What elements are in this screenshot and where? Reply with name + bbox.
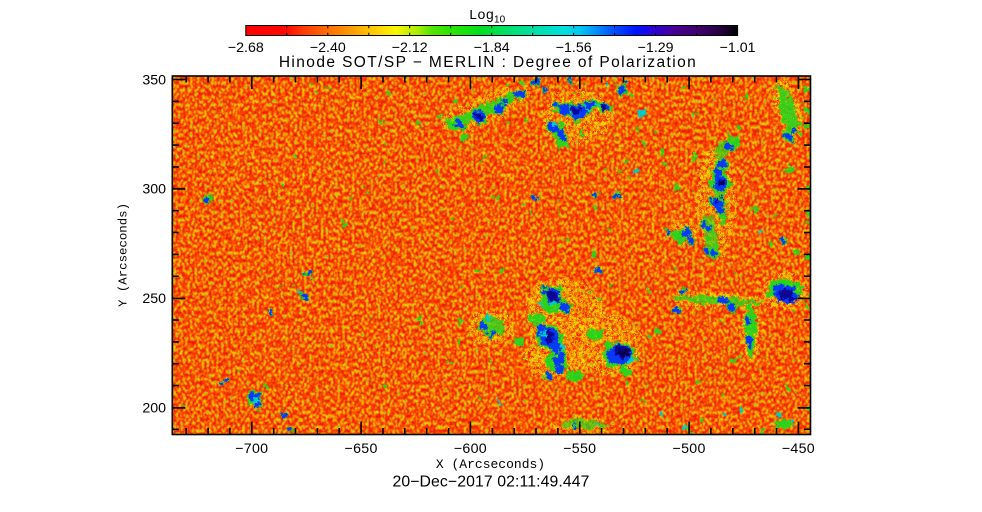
svg-text:−550: −550 (563, 441, 596, 457)
svg-text:X (Arcseconds): X (Arcseconds) (436, 457, 545, 472)
svg-text:250: 250 (142, 291, 166, 307)
svg-text:200: 200 (142, 401, 166, 417)
svg-text:−650: −650 (345, 441, 378, 457)
svg-text:20−Dec−2017 02:11:49.447: 20−Dec−2017 02:11:49.447 (392, 474, 589, 491)
svg-text:350: 350 (142, 72, 166, 88)
svg-text:−1.84: −1.84 (474, 40, 510, 56)
svg-text:−700: −700 (235, 441, 268, 457)
svg-text:−2.40: −2.40 (310, 40, 346, 56)
svg-text:−450: −450 (782, 441, 815, 457)
svg-text:Y (Arcseconds): Y (Arcseconds) (117, 203, 131, 307)
svg-text:−1.56: −1.56 (556, 40, 592, 56)
svg-text:−1.29: −1.29 (638, 40, 674, 56)
svg-text:−2.68: −2.68 (228, 40, 264, 56)
svg-text:−2.12: −2.12 (392, 40, 428, 56)
svg-text:−600: −600 (454, 441, 487, 457)
svg-text:300: 300 (142, 182, 166, 198)
svg-text:−1.01: −1.01 (720, 40, 756, 56)
svg-text:Hinode SOT/SP − MERLIN : Degre: Hinode SOT/SP − MERLIN : Degree of Polar… (279, 54, 697, 71)
svg-text:−500: −500 (673, 441, 706, 457)
